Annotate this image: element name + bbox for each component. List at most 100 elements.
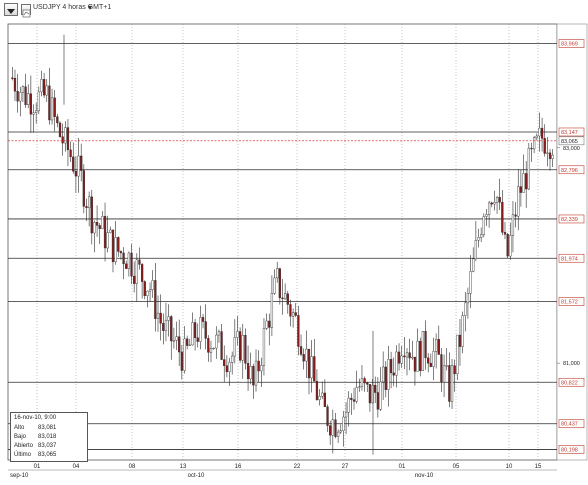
candle-body [74, 170, 78, 177]
candle-body [13, 77, 17, 92]
x-tick-label: 08 [129, 464, 136, 470]
candle-body [379, 381, 382, 410]
candle-body [254, 360, 258, 386]
candle-body [543, 138, 546, 154]
candle-body [273, 277, 276, 294]
legend-date: 16-nov-10, 9:00 [14, 415, 57, 421]
candle-body [445, 365, 448, 367]
candle-body [453, 365, 456, 375]
candle-body [143, 281, 146, 296]
x-tick-label: 05 [453, 464, 460, 470]
candle-body [368, 384, 372, 404]
candle-body [233, 337, 236, 357]
candle-body [490, 202, 493, 205]
candle-body [480, 234, 483, 238]
price-level-tag [558, 253, 585, 263]
candle-body [45, 85, 48, 96]
candle-body [302, 354, 305, 362]
symbol-icon-button[interactable] [21, 4, 31, 18]
candle-body [307, 348, 311, 379]
candle-body [472, 258, 475, 272]
candle-body [310, 356, 313, 379]
candle-body [411, 356, 414, 359]
candle-body [223, 359, 226, 366]
candle-body [193, 322, 197, 338]
chart-title: USDJPY 4 horas GMT+1 [33, 4, 112, 11]
candle-body [21, 86, 25, 93]
candle-body [231, 355, 234, 363]
candle-body [19, 92, 22, 102]
candle-body [435, 339, 438, 352]
candle-body [315, 381, 319, 400]
candle-body [424, 331, 427, 359]
candle-body [403, 355, 406, 358]
candle-body [199, 317, 202, 342]
candle-body [363, 378, 366, 384]
candle-body [69, 149, 72, 158]
candle-body [135, 259, 138, 284]
price-level-tag [558, 165, 585, 175]
current-price-tag [558, 136, 585, 146]
candle-body [56, 116, 59, 124]
candle-body [400, 355, 403, 364]
candle-body [347, 397, 350, 413]
candle-body [236, 331, 239, 338]
data-window-legend: 16-nov-10, 9:00 Alto 83,081 Bajo 83,018 … [10, 412, 88, 462]
candle-body [540, 127, 544, 139]
candle-body [50, 97, 54, 121]
price-level-tag [558, 377, 585, 387]
x-tick-label: 01 [34, 464, 41, 470]
candle-body [432, 351, 435, 367]
collapse-button[interactable] [4, 3, 18, 16]
chart-symbol-icon [22, 9, 31, 18]
candle-body [284, 293, 287, 300]
candle-body [122, 252, 125, 265]
candle-body [474, 239, 477, 260]
price-level-label: 81,572 [561, 300, 578, 306]
candle-body [522, 173, 525, 193]
candle-body [66, 127, 70, 151]
candle-body [366, 382, 369, 385]
candle-body [514, 214, 517, 217]
candle-body [525, 173, 528, 190]
candle-body [246, 363, 250, 380]
plot-area [7, 23, 558, 461]
candle-body [551, 154, 554, 159]
candle-body [146, 290, 149, 296]
candle-body [419, 340, 422, 371]
candle-body [281, 297, 284, 300]
candle-body [48, 85, 51, 121]
candle-body [225, 365, 229, 373]
candle-body [464, 302, 467, 316]
candle-body [178, 336, 181, 353]
legend-row-abierto: Abierto 83,037 [14, 443, 86, 449]
y-tick-label: 83,000 [563, 146, 580, 152]
candle-body [252, 366, 255, 386]
legend-label: Bajo [14, 434, 27, 440]
candle-body [72, 156, 75, 172]
dropdown-caret-icon[interactable]: ▾ [88, 3, 93, 12]
candle-body [37, 91, 40, 112]
price-level-tag [558, 214, 585, 224]
candle-body [24, 86, 27, 105]
candle-body [548, 152, 552, 159]
legend-row-bajo: Bajo 83,018 [14, 434, 86, 440]
candle-body [493, 202, 496, 205]
candle-body [238, 331, 242, 361]
candle-body [294, 312, 297, 316]
candle-body [286, 293, 289, 305]
candle-body [201, 317, 205, 322]
candle-body [249, 366, 252, 380]
candle-body [127, 252, 130, 269]
candle-body [352, 399, 356, 402]
candle-body [405, 352, 409, 358]
candle-body [207, 338, 210, 353]
candle-body [109, 229, 112, 233]
legend-label: Último [14, 452, 32, 458]
legend-label: Abierto [14, 443, 34, 449]
candle-body [27, 93, 30, 105]
candle-body [397, 351, 401, 364]
candle-body [395, 351, 398, 376]
candle-body [167, 316, 170, 321]
